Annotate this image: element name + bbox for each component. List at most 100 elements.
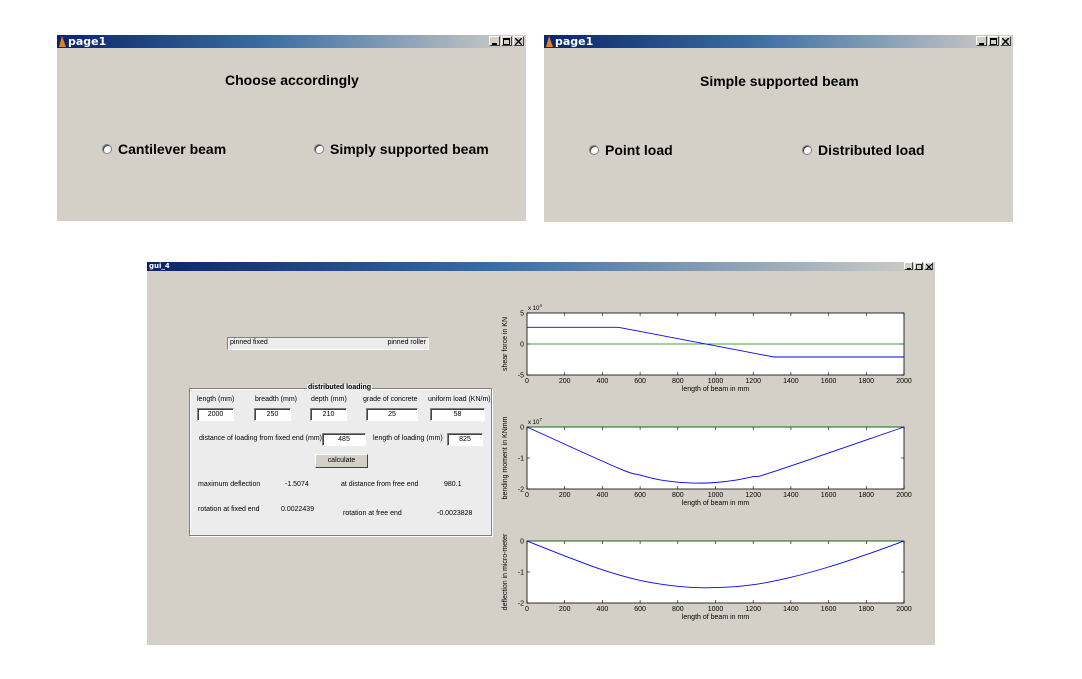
at-distance-value: 980.1 [444, 481, 462, 488]
x-tick-label: 600 [634, 492, 646, 499]
minimize-icon[interactable] [489, 36, 500, 46]
breadth-input[interactable]: 250 [254, 408, 291, 421]
distance-input[interactable]: 485 [322, 433, 366, 446]
plot-area [526, 426, 905, 490]
radio-label: Simply supported beam [330, 141, 489, 157]
x-tick-label: 600 [634, 378, 646, 385]
x-tick-label: 1800 [859, 606, 875, 613]
window-title: page1 [555, 35, 594, 48]
depth-header: depth (mm) [311, 396, 347, 403]
axis-exponent-power: 7 [539, 417, 542, 422]
plot-area [526, 540, 905, 604]
x-tick-label: 400 [597, 378, 609, 385]
x-tick-label: 1800 [859, 378, 875, 385]
x-axis-label: length of beam in mm [682, 386, 749, 393]
x-tick-label: 2000 [896, 606, 912, 613]
breadth-header: breadth (mm) [255, 396, 298, 403]
x-tick-label: 2000 [896, 492, 912, 499]
matlab-icon [546, 36, 553, 47]
x-tick-label: 200 [559, 378, 571, 385]
grade-input[interactable]: 25 [366, 408, 418, 421]
x-tick-label: 1400 [783, 378, 799, 385]
y-axis-label: shear force in KN [502, 317, 509, 371]
x-tick-label: 1600 [821, 378, 837, 385]
window-controls [489, 36, 524, 46]
x-tick-label: 1600 [821, 606, 837, 613]
load-type-window: page1 Simple supported beam Point load D… [544, 35, 1013, 222]
x-axis-label: length of beam in mm [682, 614, 749, 621]
x-tick-label: 1600 [821, 492, 837, 499]
x-tick-label: 400 [597, 606, 609, 613]
series-line [526, 540, 905, 589]
left-support-label: pinned fixed [230, 339, 268, 346]
y-axis-label: bending moment in KNmm [502, 416, 509, 499]
loading-length-input[interactable]: 825 [447, 433, 483, 446]
calculate-button[interactable]: calculate [315, 454, 368, 468]
radio-circle-icon [802, 145, 812, 155]
grade-header: grade of concrete [363, 396, 418, 403]
load-input[interactable]: 58 [430, 408, 485, 421]
x-tick-label: 1400 [783, 492, 799, 499]
x-tick-label: 2000 [896, 378, 912, 385]
x-tick-label: 0 [525, 606, 529, 613]
bending-moment-plot: 0 200 400 600 800 1000 1200 1400 1600 1800 2000 0 -1… [502, 416, 912, 507]
x-tick-label: 1200 [745, 606, 761, 613]
title-bar: page1 [544, 35, 1013, 48]
cantilever-radio[interactable]: Cantilever beam [102, 141, 226, 157]
x-tick-label: 800 [672, 606, 684, 613]
y-tick-label: -5 [518, 373, 524, 380]
y-tick-label: -2 [518, 487, 524, 494]
x-tick-label: 1400 [783, 606, 799, 613]
support-type-bar: pinned fixed pinned roller [227, 337, 429, 350]
distance-label: distance of loading from fixed end (mm) [199, 435, 322, 442]
at-distance-label: at distance from free end [341, 481, 419, 488]
point-load-radio[interactable]: Point load [589, 142, 673, 158]
maximize-icon[interactable] [501, 36, 512, 46]
length-header: length (mm) [197, 396, 235, 403]
x-axis-label: length of beam in mm [682, 500, 749, 507]
x-tick-label: 1000 [708, 378, 724, 385]
gui-window: gui_4 pinned fixed pinned roller distrib… [147, 262, 935, 645]
x-tick-label: 1200 [745, 378, 761, 385]
loading-length-label: length of loading (mm) [373, 435, 443, 442]
window-controls [904, 262, 933, 270]
rotation-free-label: rotation at free end [343, 510, 402, 517]
window-controls [976, 36, 1011, 46]
x-tick-label: 800 [672, 378, 684, 385]
rotation-fixed-label: rotation at fixed end [198, 506, 260, 513]
minimize-icon[interactable] [976, 36, 987, 46]
matlab-icon [59, 36, 66, 47]
y-tick-label: 0 [520, 425, 524, 432]
rotation-fixed-value: 0.0022439 [281, 506, 315, 513]
depth-input[interactable]: 210 [310, 408, 347, 421]
max-deflection-label: maximum deflection [198, 481, 261, 488]
close-icon[interactable] [924, 262, 933, 270]
distributed-load-radio[interactable]: Distributed load [802, 142, 925, 158]
load-header: uniform load (KN/m) [428, 396, 491, 403]
y-tick-label: 0 [520, 539, 524, 546]
radio-circle-icon [589, 145, 599, 155]
close-icon[interactable] [1000, 36, 1011, 46]
rotation-free-value: -0.0023828 [437, 510, 473, 517]
minimize-icon[interactable] [904, 262, 913, 270]
panel-title: distributed loading [307, 384, 372, 391]
shear-force-plot: 0 200 400 600 800 1000 1200 1400 1600 1800 200050-… [502, 303, 912, 393]
y-axis-label: deflection in micro-meter [502, 533, 509, 610]
radio-label: Point load [605, 142, 673, 158]
maximize-icon[interactable] [914, 262, 923, 270]
x-tick-label: 0 [525, 378, 529, 385]
choose-window: page1 Choose accordingly Cantilever beam… [57, 35, 526, 221]
y-tick-label: -1 [518, 570, 524, 577]
close-icon[interactable] [513, 36, 524, 46]
simply-supported-radio[interactable]: Simply supported beam [314, 141, 489, 157]
x-tick-label: 400 [597, 492, 609, 499]
x-tick-label: 1000 [708, 492, 724, 499]
max-deflection-value: -1.5074 [285, 481, 309, 488]
length-input[interactable]: 2000 [197, 408, 234, 421]
title-bar: gui_4 [147, 262, 935, 271]
x-tick-label: 0 [525, 492, 529, 499]
maximize-icon[interactable] [988, 36, 999, 46]
deflection-plot: 0 200 400 600 800 1000 1200 1400 1600 1800 2000 0 -1… [502, 533, 912, 621]
radio-circle-icon [102, 144, 112, 154]
radio-label: Cantilever beam [118, 141, 227, 157]
